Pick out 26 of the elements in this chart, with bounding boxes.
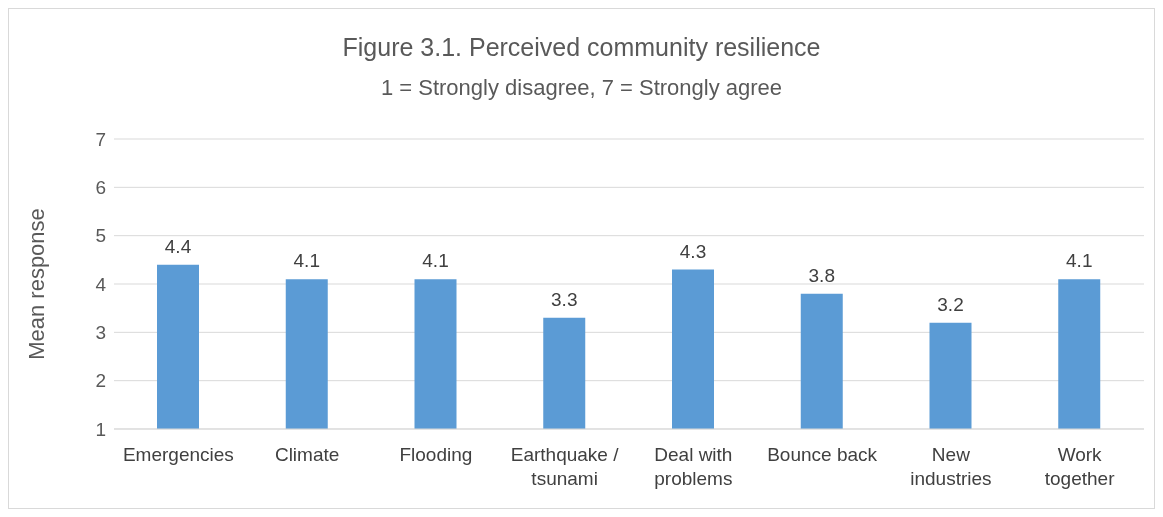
x-tick-label: Bounce back [767, 444, 878, 465]
x-tick-label: Work together [1044, 444, 1116, 489]
data-label: 3.8 [808, 264, 835, 286]
y-tick-label: 1 [95, 418, 106, 440]
data-label: 3.3 [551, 288, 578, 310]
data-label: 4.1 [293, 250, 320, 272]
chart-title: Figure 3.1. Perceived community resilience [341, 33, 822, 62]
data-label: 4.1 [1066, 250, 1093, 272]
x-tick-label: Deal with problems [654, 444, 733, 489]
data-label: 4.4 [164, 235, 192, 257]
x-tick-label: New industries [910, 444, 992, 489]
x-tick-label: Climate [274, 444, 340, 465]
x-tick-label: Emergencies [122, 444, 234, 465]
y-tick-label: 2 [95, 370, 106, 392]
x-tick-label: Earthquake / tsunami [510, 444, 620, 489]
y-tick-label: 4 [95, 273, 107, 295]
y-tick-label: 5 [95, 225, 106, 247]
chart-subtitle: 1 = Strongly disagree, 7 = Strongly agree [379, 75, 784, 101]
y-tick-label: 3 [95, 322, 106, 344]
y-tick-label: 7 [95, 128, 106, 150]
data-label: 4.1 [422, 250, 449, 272]
data-label: 3.2 [937, 293, 964, 315]
data-label: 4.3 [679, 240, 707, 262]
y-tick-label: 6 [95, 177, 106, 199]
y-axis-title: Mean response [23, 208, 49, 360]
x-tick-label: Flooding [399, 444, 473, 465]
